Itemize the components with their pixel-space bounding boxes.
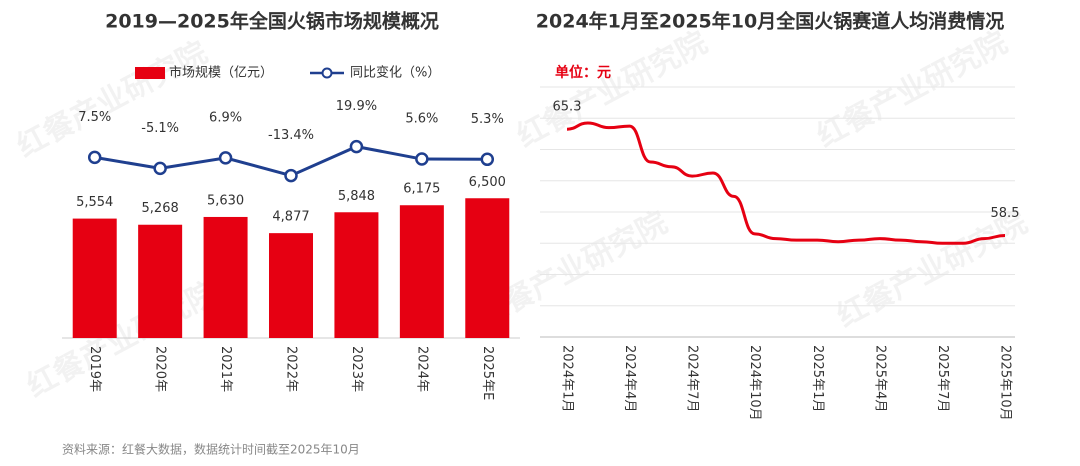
- value-label: 5,554: [76, 195, 113, 210]
- line-marker: [87, 150, 102, 165]
- bar: [269, 233, 313, 338]
- value-label: 6,500: [469, 175, 506, 190]
- unit-label: 单位：元: [555, 64, 611, 81]
- legend-swatch: [135, 67, 165, 79]
- legend-label: 同比变化（%）: [350, 65, 440, 81]
- bar: [138, 224, 183, 338]
- value-label: -13.4%: [268, 128, 314, 143]
- chart-title: 2019—2025年全国火锅市场规模概况: [105, 10, 439, 33]
- line-marker: [415, 152, 429, 166]
- watermark: 红餐产业研究院: [11, 35, 213, 164]
- line-marker: [480, 152, 495, 167]
- x-tick-label: 2024年1月: [560, 345, 575, 412]
- x-tick-label: 2020年: [153, 346, 168, 392]
- line-marker: [153, 161, 167, 176]
- watermark: 红餐产业研究院: [511, 25, 713, 154]
- line-marker: [218, 151, 233, 165]
- x-tick-label: 2025年10月: [998, 345, 1013, 421]
- bar: [334, 212, 379, 338]
- line: [566, 121, 1006, 245]
- x-tick-label: 2025年4月: [872, 345, 887, 412]
- value-label: 5,268: [142, 201, 179, 216]
- x-tick-label: 2023年: [349, 346, 364, 392]
- x-tick-label: 2019年: [87, 346, 102, 392]
- bar: [203, 216, 248, 338]
- line-marker: [284, 168, 298, 183]
- value-label: 19.9%: [336, 99, 377, 114]
- bar: [399, 205, 444, 338]
- legend-marker: [321, 67, 333, 79]
- x-tick-label: 2024年10月: [747, 345, 762, 421]
- value-label: 6.9%: [209, 110, 242, 125]
- x-tick-label: 2024年7月: [685, 345, 700, 412]
- value-label: 58.5: [991, 206, 1020, 221]
- x-tick-label: 2025年1月: [810, 345, 825, 412]
- bar: [465, 198, 510, 338]
- value-label: 7.5%: [78, 110, 111, 125]
- watermark: 红餐产业研究院: [21, 275, 223, 404]
- bar: [72, 218, 117, 338]
- watermark: 红餐产业研究院: [831, 205, 1033, 334]
- value-label: 5,848: [338, 189, 375, 204]
- legend-label: 市场规模（亿元）: [169, 65, 273, 81]
- chart-title: 2024年1月至2025年10月全国火锅赛道人均消费情况: [536, 10, 1004, 33]
- x-tick-label: 2021年: [218, 346, 233, 392]
- x-tick-label: 2025年E: [480, 346, 495, 400]
- line-marker: [349, 139, 364, 154]
- value-label: 6,175: [403, 182, 440, 197]
- value-label: 5,630: [207, 193, 244, 208]
- source-note: 资料来源：红餐大数据，数据统计时间截至2025年10月: [62, 442, 360, 457]
- x-tick-label: 2024年: [414, 346, 429, 392]
- value-label: -5.1%: [141, 121, 179, 136]
- x-tick-label: 2025年7月: [935, 345, 950, 412]
- value-label: 5.6%: [405, 112, 438, 127]
- value-label: 65.3: [553, 100, 582, 115]
- watermark: 红餐产业研究院: [811, 25, 1013, 154]
- x-tick-label: 2024年4月: [622, 345, 637, 412]
- value-label: 5.3%: [471, 112, 504, 127]
- value-label: 4,877: [272, 210, 309, 225]
- x-tick-label: 2022年: [284, 346, 299, 392]
